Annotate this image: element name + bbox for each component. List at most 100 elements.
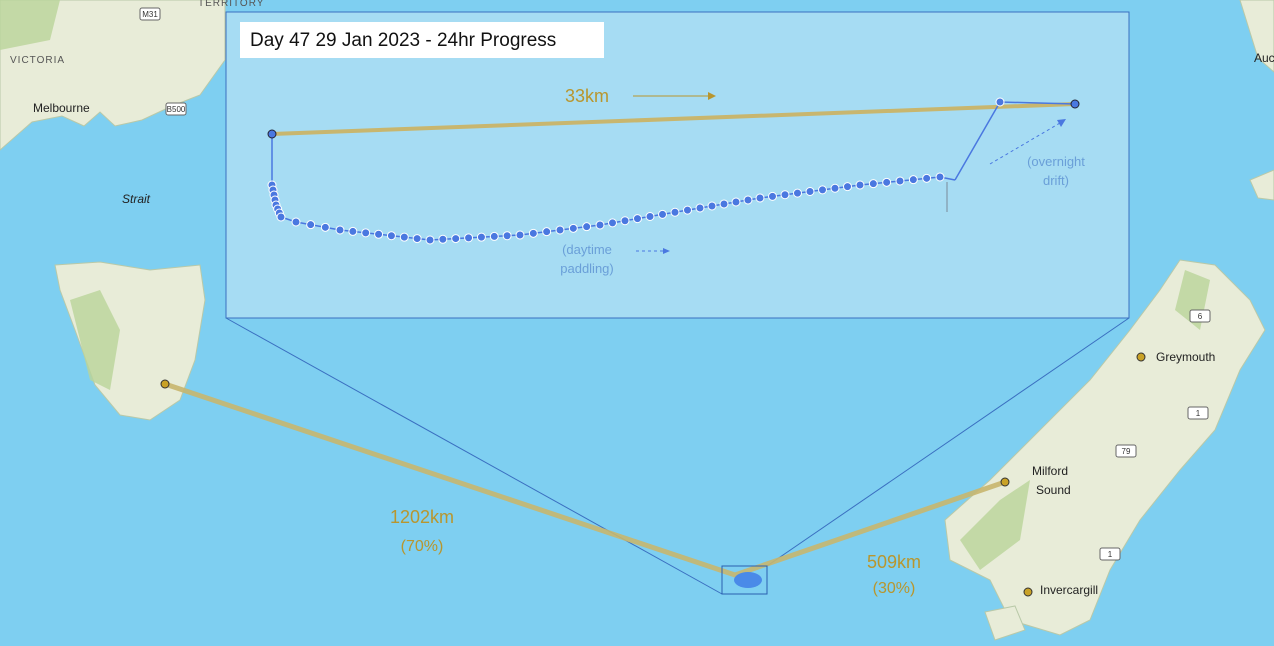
place-label: Auc: [1254, 51, 1274, 65]
road-number: 79: [1122, 447, 1131, 456]
track-point: [555, 225, 565, 235]
track-point: [320, 222, 330, 232]
road-number: 1: [1196, 409, 1201, 418]
road-number: 1: [1108, 550, 1113, 559]
track-point: [670, 207, 680, 217]
track-point: [306, 220, 316, 230]
place-label: Sound: [1036, 483, 1071, 497]
track-point: [348, 226, 358, 236]
track-point: [451, 234, 461, 244]
track-point: [683, 205, 692, 215]
track-point: [830, 183, 840, 193]
track-point: [276, 212, 286, 222]
road-shield: [1187, 406, 1209, 420]
track-point: [595, 220, 605, 230]
note: (daytime: [562, 242, 612, 257]
track-point: [399, 232, 409, 242]
track-point: [620, 216, 630, 226]
track-point: [438, 234, 448, 244]
place-label: Invercargill: [1040, 583, 1098, 597]
road-number: M31: [142, 10, 158, 19]
road-shield: [165, 102, 187, 116]
region-label: TERRITORY: [198, 0, 264, 9]
inset-distance: 33km: [565, 86, 609, 106]
track-point: [542, 227, 552, 237]
track-point: [882, 177, 892, 187]
track-point: [425, 235, 435, 245]
track-point: [768, 191, 777, 201]
track-point: [855, 180, 865, 190]
track-point: [695, 203, 705, 213]
zoom-line: [766, 317, 1130, 567]
track-point: [793, 188, 802, 198]
track-point: [291, 217, 301, 227]
route: [164, 381, 1006, 578]
track-point: [743, 195, 753, 205]
track-point: [568, 223, 578, 233]
place-label: Milford: [1032, 464, 1068, 478]
city-marker: [160, 379, 170, 389]
road-shield: [1115, 444, 1137, 458]
leg-share: (30%): [873, 580, 916, 597]
city-marker: [1136, 352, 1146, 362]
track-point: [608, 218, 617, 228]
city-marker: [1000, 477, 1010, 487]
arrowhead: [1057, 119, 1066, 127]
road-shield: [1099, 547, 1121, 561]
track-point: [719, 199, 729, 209]
leg-distance: 1202km: [390, 507, 454, 527]
place-label: Strait: [122, 192, 151, 206]
track-point: [476, 232, 486, 242]
track-point: [515, 230, 525, 240]
road-number: 6: [1198, 312, 1203, 321]
zoom-line: [225, 317, 723, 595]
road-number: B500: [167, 105, 186, 114]
track-point: [645, 212, 655, 221]
track-point: [412, 234, 422, 244]
leg-distance: 509km: [867, 552, 921, 572]
track-point: [935, 172, 945, 182]
note: (overnight: [1027, 154, 1085, 169]
track-point: [780, 190, 790, 200]
end-point: [1070, 99, 1080, 109]
track-point: [908, 175, 918, 185]
track-point: [805, 187, 815, 196]
track-point: [707, 201, 717, 211]
current-position: [734, 572, 762, 588]
road-shield: [139, 7, 161, 21]
track-point: [731, 197, 741, 207]
start-point: [267, 129, 277, 139]
leg-share: (70%): [401, 538, 444, 555]
place-label: Greymouth: [1156, 350, 1215, 364]
track-point: [335, 225, 345, 235]
track-point: [489, 231, 499, 241]
track-point: [868, 179, 878, 189]
track-point: [658, 209, 667, 219]
track-point: [582, 222, 592, 232]
track-point: [633, 214, 642, 224]
track-point: [386, 231, 396, 241]
track-point: [755, 193, 765, 203]
arrowhead: [663, 248, 670, 254]
track-point: [361, 228, 371, 238]
track-point: [995, 97, 1005, 107]
note: drift): [1043, 173, 1069, 188]
track-point: [528, 228, 538, 238]
region-label: VICTORIA: [10, 55, 65, 66]
title: Day 47 29 Jan 2023 - 24hr Progress: [250, 30, 556, 51]
note: paddling): [560, 261, 614, 276]
track-point: [843, 182, 852, 192]
track-point: [818, 185, 827, 195]
arrowhead: [708, 92, 716, 100]
track-point: [374, 229, 384, 239]
place-label: Melbourne: [33, 101, 90, 115]
title-box: [240, 22, 604, 58]
track-point: [895, 176, 905, 186]
track-point: [464, 233, 474, 243]
city-marker: [1023, 587, 1033, 597]
track-points: [267, 172, 956, 245]
arrow: [989, 122, 1061, 165]
track-point: [922, 173, 932, 183]
